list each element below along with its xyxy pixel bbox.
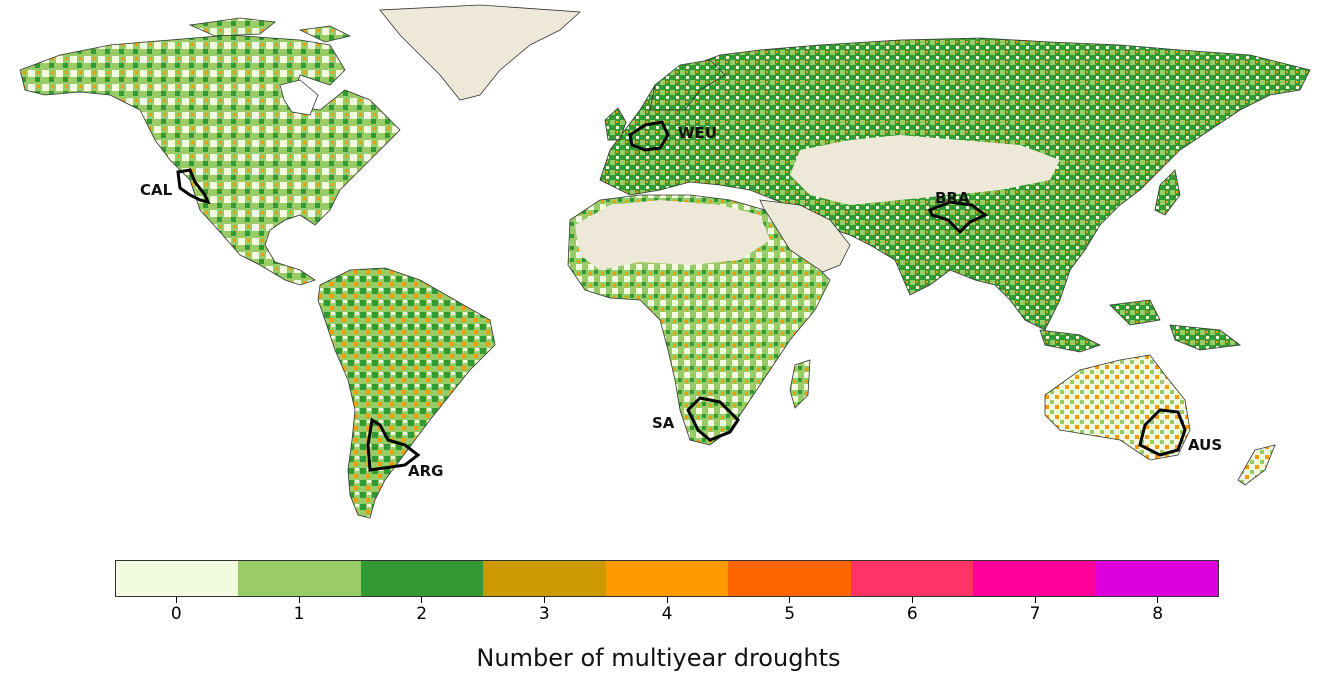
tick-label: 8 <box>1152 604 1164 624</box>
tick-label: 3 <box>538 604 550 624</box>
colorbar-swatch-6 <box>850 561 974 596</box>
region-outline-bra <box>928 200 988 235</box>
colorbar-tick-6: 6 <box>892 597 932 624</box>
region-outline-cal <box>176 168 211 205</box>
colorbar-swatch-1 <box>238 561 361 596</box>
colorbar-swatch-7 <box>973 561 1096 596</box>
region-label-aus: AUS <box>1188 436 1222 454</box>
colorbar-tick-0: 0 <box>156 597 196 624</box>
tick-mark <box>789 597 791 603</box>
colorbar-tick-1: 1 <box>279 597 319 624</box>
region-outline-aus <box>1138 408 1187 457</box>
tick-label: 7 <box>1029 604 1041 624</box>
colorbar-tick-8: 8 <box>1138 597 1178 624</box>
tick-mark <box>175 597 177 603</box>
british-isles <box>604 107 627 141</box>
hudson-bay <box>279 79 319 116</box>
colorbar-swatch-2 <box>360 561 484 596</box>
tick-mark <box>298 597 300 603</box>
tick-label: 2 <box>416 604 428 624</box>
tick-label: 4 <box>661 604 673 624</box>
colorbar-ticks: 0 1 2 3 4 5 6 7 8 <box>115 597 1219 627</box>
colorbar-swatch-3 <box>483 561 606 596</box>
colorbar-tick-5: 5 <box>770 597 810 624</box>
australia-landmass <box>1044 354 1191 461</box>
tick-mark <box>911 597 913 603</box>
tick-mark <box>1157 597 1159 603</box>
tick-mark <box>543 597 545 603</box>
colorbar-tick-4: 4 <box>647 597 687 624</box>
colorbar-swatch-0 <box>116 561 239 596</box>
tick-label: 0 <box>170 604 182 624</box>
region-label-bra: BRA <box>935 189 970 207</box>
new-zealand <box>1237 444 1276 486</box>
madagascar <box>789 359 811 409</box>
colorbar-swatch-4 <box>605 561 729 596</box>
tick-mark <box>1034 597 1036 603</box>
region-outline-sa <box>686 396 740 442</box>
sahara-desert <box>575 200 770 270</box>
maritime-southeast-asia <box>1039 299 1242 353</box>
north-america-landmass <box>19 34 401 286</box>
scandinavia <box>649 59 726 111</box>
arctic-islands <box>188 17 352 43</box>
colorbar <box>115 560 1219 597</box>
region-label-weu: WEU <box>678 124 717 142</box>
tick-label: 6 <box>906 604 918 624</box>
region-label-cal: CAL <box>140 181 173 199</box>
region-outline-arg <box>366 417 421 472</box>
greenland <box>379 4 581 101</box>
colorbar-tick-7: 7 <box>1015 597 1055 624</box>
colorbar-swatch-5 <box>728 561 851 596</box>
south-america-landmass <box>317 267 496 519</box>
region-label-arg: ARG <box>408 462 443 480</box>
colorbar-tick-3: 3 <box>524 597 564 624</box>
region-label-sa: SA <box>652 414 675 432</box>
colorbar-swatch-8 <box>1095 561 1218 596</box>
tick-mark <box>421 597 423 603</box>
central-asia-drylands <box>790 135 1060 205</box>
world-drought-map: CAL WEU BRA SA ARG AUS <box>19 4 1311 519</box>
region-outline-weu <box>628 120 670 152</box>
colorbar-title: Number of multiyear droughts <box>476 644 841 672</box>
colorbar-tick-2: 2 <box>402 597 442 624</box>
tick-mark <box>666 597 668 603</box>
tick-label: 1 <box>293 604 305 624</box>
japan <box>1154 169 1181 216</box>
tick-label: 5 <box>784 604 796 624</box>
